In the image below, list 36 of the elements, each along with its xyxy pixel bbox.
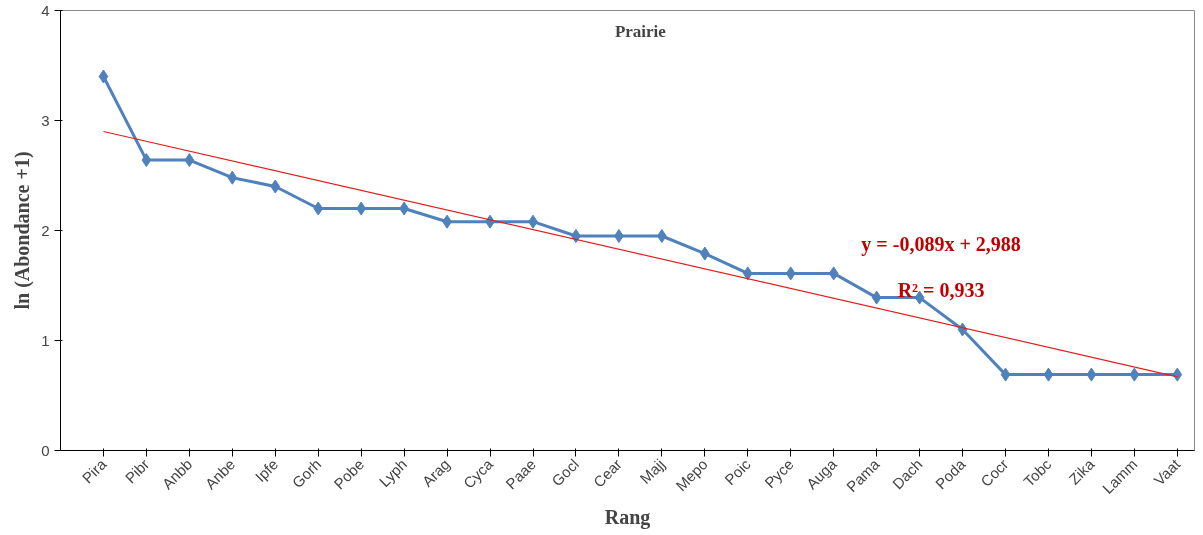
point <box>356 201 367 216</box>
point <box>699 246 710 261</box>
point <box>184 153 195 168</box>
y-tick-label: 1 <box>41 331 50 349</box>
x-tick-label: Ipfe <box>251 455 282 486</box>
x-tick-label: Vaat <box>1150 454 1184 489</box>
y-tick-label: 4 <box>41 1 50 19</box>
point <box>657 229 667 243</box>
point <box>614 229 624 243</box>
point <box>1000 367 1011 382</box>
point <box>871 290 882 305</box>
point <box>141 153 152 168</box>
y-tick-label: 0 <box>41 441 50 459</box>
text: Prairie <box>614 22 667 42</box>
x-tick-label: Pira <box>78 455 110 487</box>
point <box>785 266 796 281</box>
point <box>227 170 238 185</box>
y-axis-title: ln (Abondance +1) <box>11 151 35 310</box>
y-tick-label: 2 <box>41 221 50 239</box>
annotation: R² = 0,933 <box>897 278 985 301</box>
point <box>742 266 753 281</box>
y-tick-label: 3 <box>41 111 50 129</box>
point <box>98 69 109 84</box>
point <box>1172 367 1183 382</box>
point <box>828 266 839 281</box>
point <box>1086 367 1097 382</box>
x-tick-label: Poic <box>721 455 755 489</box>
x-tick-label: Pibr <box>121 455 153 487</box>
x-tick-label: Tobc <box>1020 455 1055 490</box>
annotation: y = -0,089x + 2,988 <box>861 232 1021 256</box>
x-tick-label: Zika <box>1065 455 1098 488</box>
point <box>313 201 324 216</box>
point <box>1043 367 1054 382</box>
point <box>1129 367 1140 382</box>
point <box>270 179 281 194</box>
x-axis-title: Rang <box>604 505 651 529</box>
